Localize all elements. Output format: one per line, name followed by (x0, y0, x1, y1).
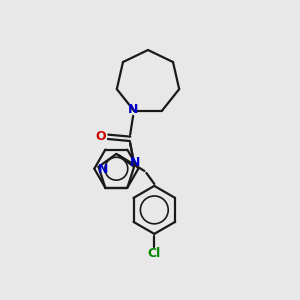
Text: O: O (96, 130, 106, 143)
Text: N: N (128, 103, 138, 116)
Text: Cl: Cl (148, 248, 161, 260)
Text: N: N (98, 163, 109, 176)
Text: N: N (130, 156, 140, 169)
